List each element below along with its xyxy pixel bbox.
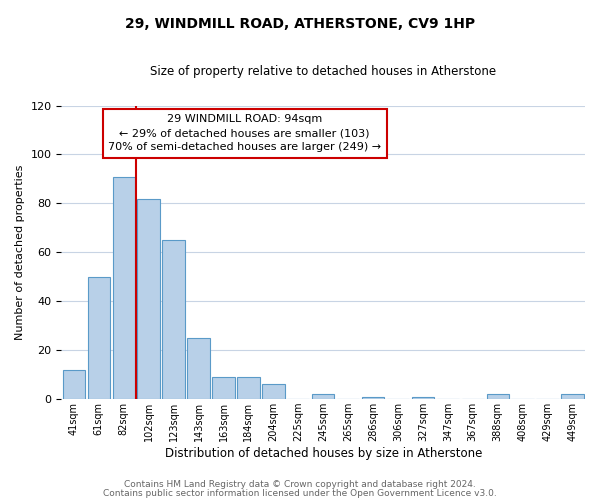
Title: Size of property relative to detached houses in Atherstone: Size of property relative to detached ho… xyxy=(150,65,496,78)
Bar xyxy=(487,394,509,399)
X-axis label: Distribution of detached houses by size in Atherstone: Distribution of detached houses by size … xyxy=(164,447,482,460)
Bar xyxy=(262,384,284,399)
Bar xyxy=(88,277,110,399)
Bar xyxy=(237,377,260,399)
Bar xyxy=(362,396,384,399)
Bar xyxy=(312,394,334,399)
Bar xyxy=(412,396,434,399)
Bar xyxy=(62,370,85,399)
Bar xyxy=(187,338,210,399)
Text: 29 WINDMILL ROAD: 94sqm
← 29% of detached houses are smaller (103)
70% of semi-d: 29 WINDMILL ROAD: 94sqm ← 29% of detache… xyxy=(108,114,381,152)
Text: 29, WINDMILL ROAD, ATHERSTONE, CV9 1HP: 29, WINDMILL ROAD, ATHERSTONE, CV9 1HP xyxy=(125,18,475,32)
Y-axis label: Number of detached properties: Number of detached properties xyxy=(15,164,25,340)
Bar xyxy=(212,377,235,399)
Text: Contains HM Land Registry data © Crown copyright and database right 2024.: Contains HM Land Registry data © Crown c… xyxy=(124,480,476,489)
Bar xyxy=(562,394,584,399)
Bar xyxy=(163,240,185,399)
Bar xyxy=(137,198,160,399)
Text: Contains public sector information licensed under the Open Government Licence v3: Contains public sector information licen… xyxy=(103,488,497,498)
Bar xyxy=(113,176,135,399)
